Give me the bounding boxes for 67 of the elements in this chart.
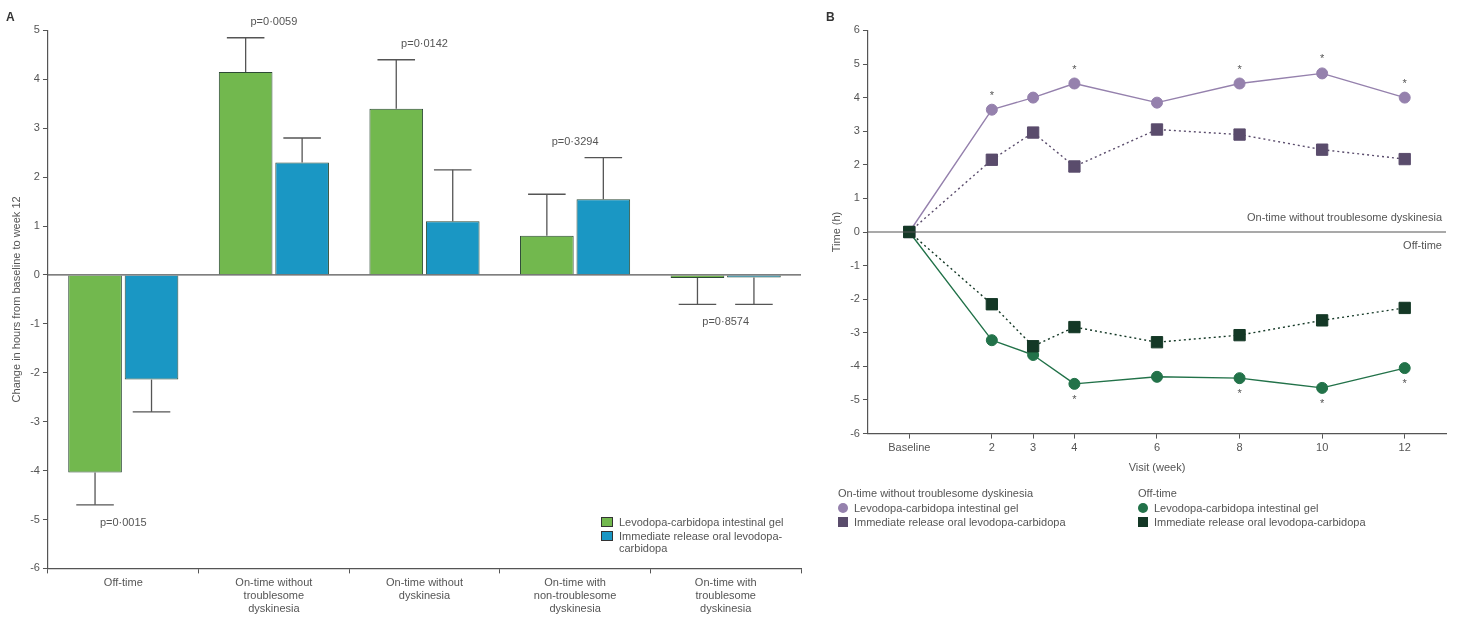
data-label: * xyxy=(1402,76,1408,89)
legend-label: Levodopa-carbidopa intestinal gel xyxy=(853,502,1019,514)
y-tick-label: -1 xyxy=(30,316,40,329)
y-tick-label: 2 xyxy=(853,157,860,170)
y-tick-label: -5 xyxy=(850,393,860,406)
y-tick-label: 1 xyxy=(33,219,40,232)
y-tick-label: -2 xyxy=(850,292,860,305)
x-tick-label: Off-time xyxy=(103,576,143,589)
data-label: * xyxy=(1320,396,1325,409)
x-tick-label: On-time with non-troublesome dyskinesia xyxy=(533,576,617,615)
x-tick-label: 12 xyxy=(1398,441,1411,454)
text: On-time without troublesome dyskinesia xyxy=(837,487,1033,499)
legend-label: Levodopa-carbidopa intestinal gel xyxy=(1153,502,1319,514)
data-label: * xyxy=(1072,62,1078,75)
annotation: p=0·3294 xyxy=(551,134,599,147)
y-tick-label: -6 xyxy=(850,426,860,439)
x-tick-label: Baseline xyxy=(888,441,931,454)
annotation: p=0·8574 xyxy=(702,315,750,328)
x-tick-label: On-time without dyskinesia xyxy=(385,576,464,602)
annotation: p=0·0142 xyxy=(401,36,448,49)
annotation: p=0·0015 xyxy=(99,515,147,528)
y-tick-label: 5 xyxy=(853,57,860,70)
y-tick-label: -1 xyxy=(850,258,860,271)
y-axis-title: Time (h) xyxy=(829,211,842,253)
x-tick-label: 3 xyxy=(1030,441,1037,454)
x-tick-label: 8 xyxy=(1236,441,1243,454)
legend-label: Immediate release oral levodopa-carbidopa xyxy=(853,516,1066,528)
x-tick-label: 4 xyxy=(1071,441,1078,454)
x-tick-label: On-time without troublesome dyskinesia xyxy=(235,576,313,615)
x-axis-title: Visit (week) xyxy=(1128,461,1186,474)
y-tick-label: 0 xyxy=(853,225,860,238)
y-tick-label: -4 xyxy=(850,359,860,372)
data-label: * xyxy=(1237,62,1243,75)
x-tick-label: 10 xyxy=(1316,441,1329,454)
y-tick-label: 3 xyxy=(33,121,40,134)
text: Off-time xyxy=(1137,487,1177,499)
x-tick-label: On-time with troublesome dyskinesia xyxy=(694,576,757,615)
data-label: * xyxy=(1320,52,1325,65)
y-tick-label: -5 xyxy=(30,512,40,525)
chart-title: A xyxy=(6,9,15,24)
y-tick-label: 5 xyxy=(33,23,40,36)
legend-label: Immediate release oral levodopa-carbidopa xyxy=(1153,516,1366,528)
y-tick-label: -3 xyxy=(850,325,860,338)
y-tick-label: 1 xyxy=(853,191,860,204)
y-tick-label: 2 xyxy=(33,170,40,183)
legend-label: Immediate release oral levodopa-carbidopa xyxy=(619,530,784,555)
data-label: * xyxy=(1402,377,1408,390)
data-label: * xyxy=(1237,387,1243,400)
x-tick-label: 6 xyxy=(1153,441,1161,454)
x-tick-label: 2 xyxy=(988,441,995,454)
annotation: On-time without troublesome dyskinesia xyxy=(1246,211,1443,224)
y-tick-label: 4 xyxy=(853,90,860,103)
y-tick-label: -4 xyxy=(30,463,40,476)
y-tick-label: -6 xyxy=(30,561,40,574)
annotation: Off-time xyxy=(1403,239,1442,252)
y-tick-label: -3 xyxy=(30,414,40,427)
text: p=0·0059 xyxy=(250,14,298,27)
y-tick-label: 4 xyxy=(33,72,40,85)
y-tick-label: 6 xyxy=(853,23,860,36)
data-label: * xyxy=(989,88,995,101)
y-tick-label: 3 xyxy=(853,124,860,137)
y-axis-title: Change in hours from baseline to week 12 xyxy=(9,196,22,403)
y-tick-label: 0 xyxy=(33,267,40,280)
chart-title: B xyxy=(826,9,835,24)
data-label: * xyxy=(1072,392,1078,405)
legend-label: Levodopa-carbidopa intestinal gel xyxy=(619,516,784,529)
y-tick-label: -2 xyxy=(30,365,40,378)
